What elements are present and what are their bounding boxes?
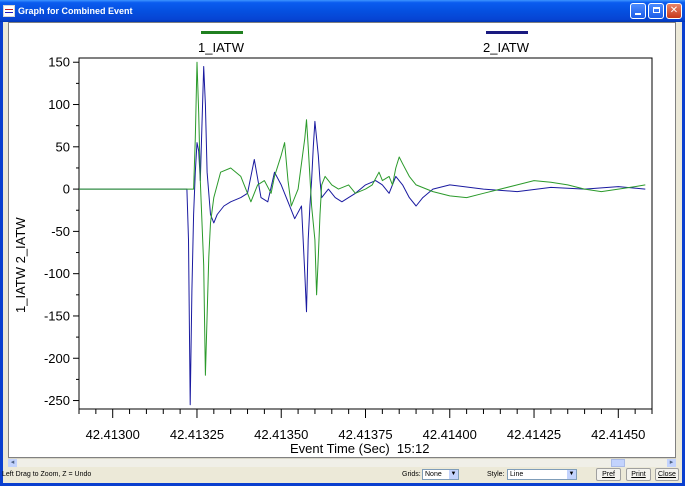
- window-title: Graph for Combined Event: [18, 6, 133, 16]
- legend-label-2: 2_IATW: [483, 40, 530, 55]
- scroll-thumb[interactable]: [611, 459, 625, 467]
- x-tick-label: 42.41325: [170, 427, 224, 442]
- x-tick-label: 42.41300: [86, 427, 140, 442]
- close-window-button[interactable]: ✕: [666, 3, 682, 19]
- y-tick-label: 0: [63, 182, 70, 197]
- y-tick-label: -150: [44, 308, 70, 323]
- title-bar[interactable]: Graph for Combined Event ✕: [0, 0, 685, 22]
- style-label: Style:: [487, 471, 505, 478]
- grids-select[interactable]: None ▼: [422, 469, 459, 480]
- x-tick-label: 42.41400: [423, 427, 477, 442]
- y-tick-label: -200: [44, 351, 70, 366]
- status-bar: Left Drag to Zoom, Z = Undo Grids: None …: [0, 467, 679, 483]
- y-axis-label: 1_IATW 2_IATW: [13, 217, 28, 313]
- plot-area[interactable]: [78, 57, 653, 410]
- series-group: [79, 61, 646, 406]
- x-tick-label: 42.41350: [254, 427, 308, 442]
- chevron-down-icon[interactable]: ▼: [567, 470, 576, 479]
- print-button[interactable]: Print: [626, 468, 651, 481]
- pref-button-label: Pref: [602, 471, 615, 478]
- series-line-1: [79, 61, 646, 376]
- grids-label: Grids:: [402, 471, 421, 478]
- chevron-down-icon[interactable]: ▼: [449, 470, 458, 479]
- maximize-button[interactable]: [648, 3, 664, 19]
- window-controls: ✕: [630, 3, 682, 19]
- y-tick-label: 100: [48, 97, 70, 112]
- horizontal-scrollbar[interactable]: ◂ ▸: [8, 458, 676, 467]
- x-tick-label: 42.41375: [338, 427, 392, 442]
- style-select-value: Line: [510, 471, 524, 478]
- x-axis: 42.41300 42.41325 42.41350 42.41375 42.41400…: [78, 409, 653, 442]
- minimize-icon: [635, 13, 641, 15]
- legend-label-1: 1_IATW: [198, 40, 245, 55]
- y-axis: 150 100 50 0 -50 -100 -150 -200 -250: [44, 55, 79, 408]
- x-tick-label: 42.41425: [507, 427, 561, 442]
- graph-app-icon[interactable]: [3, 5, 15, 17]
- series-line-2: [79, 66, 646, 406]
- close-button[interactable]: Close: [655, 468, 679, 481]
- print-button-label: Print: [631, 471, 646, 478]
- scroll-right-icon[interactable]: ▸: [667, 459, 676, 467]
- maximize-icon: [652, 7, 660, 13]
- legend-swatch-1: [201, 31, 243, 34]
- close-button-label: Close: [658, 471, 676, 478]
- y-tick-label: 50: [56, 139, 70, 154]
- grids-select-value: None: [425, 471, 442, 478]
- y-tick-label: 150: [48, 55, 70, 70]
- scroll-left-icon[interactable]: ◂: [8, 459, 17, 467]
- x-tick-label: 42.41450: [591, 427, 645, 442]
- y-tick-label: -250: [44, 393, 70, 408]
- x-axis-label: Event Time (Sec) 15:12: [290, 441, 429, 456]
- pref-button[interactable]: Pref: [596, 468, 621, 481]
- y-tick-label: -100: [44, 266, 70, 281]
- plot-panel[interactable]: 1_IATW 2_IATW 150 100 50 0 -50 -100 -150 -200 -2…: [8, 22, 676, 458]
- minimize-button[interactable]: [630, 3, 646, 19]
- line-chart[interactable]: 1_IATW 2_IATW 150 100 50 0 -50 -100 -150 -200 -2…: [9, 23, 675, 457]
- style-select[interactable]: Line ▼: [507, 469, 577, 480]
- y-tick-label: -50: [51, 224, 70, 239]
- legend-swatch-2: [486, 31, 528, 34]
- status-message: Left Drag to Zoom, Z = Undo: [2, 471, 92, 478]
- close-icon: ✕: [669, 5, 679, 16]
